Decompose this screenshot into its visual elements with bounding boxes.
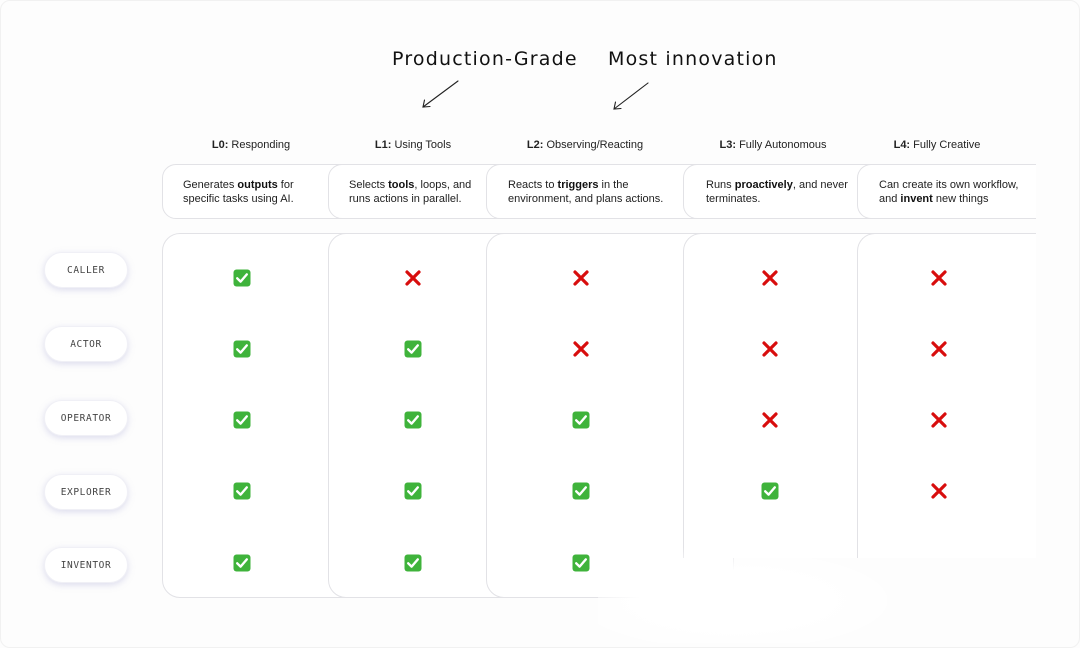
cross-icon xyxy=(930,340,948,358)
level-code: L3: xyxy=(719,139,737,151)
cross-icon xyxy=(761,411,779,429)
level-name: Using Tools xyxy=(394,139,452,151)
description-keyword: proactively xyxy=(734,179,793,191)
role-pill-inventor: INVENTOR xyxy=(44,547,128,583)
description-segment: specific tasks using AI. xyxy=(183,192,294,205)
check-icon xyxy=(761,482,779,500)
cross-icon xyxy=(572,340,590,358)
level-code: L0: xyxy=(211,139,229,151)
check-icon xyxy=(404,340,422,358)
cross-icon xyxy=(930,269,948,287)
description-segment: Selects xyxy=(349,179,389,191)
description-segment: , and never xyxy=(792,179,848,191)
cross-icon xyxy=(404,269,422,287)
description-segment: and xyxy=(879,192,901,205)
cross-icon xyxy=(572,269,590,287)
level-title-1: L1: Using Tools xyxy=(375,139,451,151)
level-title-3: L3: Fully Autonomous xyxy=(720,139,827,151)
description-keyword: outputs xyxy=(237,179,278,191)
level-description-text: Generates outputs for specific tasks usin… xyxy=(183,179,294,206)
description-segment: for xyxy=(277,179,294,191)
description-segment: runs actions in parallel. xyxy=(349,192,462,205)
check-icon xyxy=(233,411,251,429)
level-title-2: L2: Observing/Reacting xyxy=(527,139,643,151)
description-segment: new things xyxy=(932,192,989,205)
level-name: Responding xyxy=(231,139,291,151)
description-keyword: invent xyxy=(900,192,933,205)
level-description-text: Can create its own workflow, and invent n… xyxy=(879,179,1018,206)
role-pill-operator: OPERATOR xyxy=(44,400,128,436)
level-title-0: L0: Responding xyxy=(212,139,290,151)
description-segment: terminates. xyxy=(706,192,761,205)
cross-icon xyxy=(761,269,779,287)
role-pill-explorer: EXPLORER xyxy=(44,474,128,510)
level-title-4: L4: Fully Creative xyxy=(894,139,981,151)
check-icon xyxy=(233,554,251,572)
role-pill-actor: ACTOR xyxy=(44,326,128,362)
level-name: Fully Creative xyxy=(913,139,981,151)
level-name: Observing/Reacting xyxy=(546,139,644,151)
description-segment: , loops, and xyxy=(414,179,472,191)
description-segment: environment, and plans actions. xyxy=(508,192,664,205)
level-description-text: Runs proactively, and never terminates. xyxy=(706,179,848,206)
check-icon xyxy=(233,482,251,500)
level-code: L4: xyxy=(893,139,911,151)
level-description-text: Reacts to triggers in the environment, an… xyxy=(508,179,663,206)
cross-icon xyxy=(930,482,948,500)
cross-icon xyxy=(930,411,948,429)
level-name: Fully Autonomous xyxy=(739,139,827,151)
innovation-arrow-icon xyxy=(613,82,649,110)
description-segment: Reacts to xyxy=(508,179,558,191)
cross-icon xyxy=(761,340,779,358)
check-icon xyxy=(572,554,590,572)
level-description-text: Selects tools, loops, and runs actions in… xyxy=(349,179,471,206)
description-segment: Generates xyxy=(183,179,238,191)
production-arrow-icon xyxy=(422,80,459,108)
description-segment: in the xyxy=(598,179,629,191)
check-icon xyxy=(572,482,590,500)
level-description-card-4: Can create its own workflow, and invent n… xyxy=(857,164,1036,219)
description-keyword: triggers xyxy=(557,179,599,191)
check-icon xyxy=(404,411,422,429)
level-code: L2: xyxy=(526,139,544,151)
description-segment: Can create its own workflow, xyxy=(879,179,1019,191)
check-icon xyxy=(233,340,251,358)
check-icon xyxy=(404,482,422,500)
check-icon xyxy=(404,554,422,572)
production-grade-heading: Production-Grade xyxy=(392,48,578,70)
role-pill-caller: CALLER xyxy=(44,252,128,288)
level-code: L1: xyxy=(374,139,392,151)
description-segment: Runs xyxy=(706,179,735,191)
description-keyword: tools xyxy=(388,179,415,191)
most-innovation-heading: Most innovation xyxy=(608,48,778,70)
check-icon xyxy=(233,269,251,287)
level-column-4 xyxy=(857,233,1036,558)
check-icon xyxy=(572,411,590,429)
